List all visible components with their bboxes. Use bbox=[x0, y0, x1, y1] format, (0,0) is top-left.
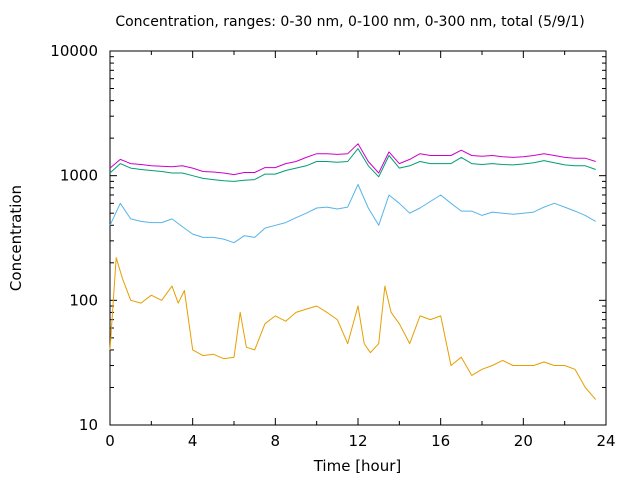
x-tick-label: 24 bbox=[596, 432, 615, 450]
series-group bbox=[109, 143, 597, 400]
plot-frame bbox=[109, 50, 607, 426]
y-tick-label: 10000 bbox=[50, 42, 98, 60]
x-tick-label: 16 bbox=[431, 432, 450, 450]
series-line-4 bbox=[109, 257, 597, 400]
axis-ticks: 0 4 8 12 16 20 24 10 100 1000 10000 bbox=[50, 42, 615, 450]
x-tick-label: 12 bbox=[348, 432, 367, 450]
series-line-2 bbox=[109, 148, 596, 182]
x-axis-label: Time [hour] bbox=[313, 457, 402, 475]
x-tick-label: 20 bbox=[514, 432, 533, 450]
x-tick-label: 8 bbox=[271, 432, 281, 450]
x-tick-label: 0 bbox=[105, 432, 115, 450]
chart-title: Concentration, ranges: 0-30 nm, 0-100 nm… bbox=[115, 14, 585, 30]
y-tick-label: 1000 bbox=[60, 167, 98, 185]
series-line-1 bbox=[109, 143, 596, 176]
y-axis-label: Concentration bbox=[7, 184, 25, 292]
y-tick-label: 100 bbox=[69, 291, 98, 309]
x-tick-label: 4 bbox=[188, 432, 198, 450]
series-line-3 bbox=[109, 184, 596, 244]
y-tick-label: 10 bbox=[79, 416, 98, 434]
